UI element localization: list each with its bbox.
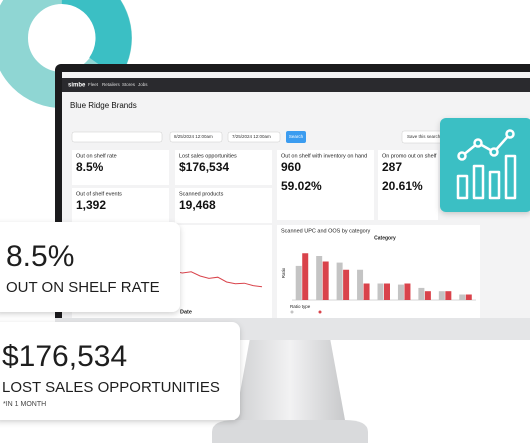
donut-segment <box>60 0 132 79</box>
metric-card <box>72 150 169 185</box>
bar <box>404 283 411 300</box>
bar <box>316 256 323 300</box>
callout-card <box>0 322 240 420</box>
bar <box>343 269 350 300</box>
date-input[interactable] <box>227 131 281 143</box>
bar <box>445 291 452 300</box>
x-axis-label: Category <box>374 235 396 241</box>
metric-label: Out of shelf events <box>76 191 122 197</box>
bar <box>377 283 384 300</box>
metric-card <box>175 150 272 185</box>
metric-card <box>277 150 374 220</box>
callout-label: OUT ON SHELF RATE <box>6 279 160 296</box>
date-value: 7/25/2024 12:00am <box>232 134 271 139</box>
metric-card <box>175 188 272 223</box>
metric-secondary: 20.61% <box>382 179 423 193</box>
bar <box>363 283 370 300</box>
callout-value: $176,534 <box>2 340 127 373</box>
metric-value: 8.5% <box>76 160 104 174</box>
metric-label: On promo out on shelf <box>382 153 437 159</box>
monitor-neck <box>235 338 345 420</box>
metric-value: 287 <box>382 160 402 174</box>
bar-panel <box>277 225 480 318</box>
nav-item[interactable]: Fleet <box>88 82 99 87</box>
bar <box>384 283 390 300</box>
metric-label: Out on shelf with inventory on hand <box>281 153 367 159</box>
legend-swatch <box>290 310 294 314</box>
nav-item[interactable]: Jobs <box>138 82 148 87</box>
bar <box>302 253 309 300</box>
legend-title: Ratio type <box>290 304 311 309</box>
metric-card <box>378 150 438 220</box>
metric-card <box>72 188 169 223</box>
logo: simbe <box>68 83 86 89</box>
callout-value: 8.5% <box>6 240 74 273</box>
nav-item[interactable]: Stores <box>122 82 136 87</box>
analytics-icon <box>440 118 530 212</box>
date-input[interactable] <box>169 131 223 143</box>
bar <box>322 261 329 300</box>
metric-label: Out on shelf rate <box>76 153 117 159</box>
x-axis-label: Date <box>180 309 192 315</box>
bar <box>424 291 431 300</box>
icon-glyph <box>456 129 517 200</box>
search-label: Search <box>289 134 304 139</box>
date-value: 8/25/2024 12:00am <box>174 134 213 139</box>
callout-label: LOST SALES OPPORTUNITIES <box>2 379 220 396</box>
bar <box>418 287 425 300</box>
filter-select[interactable] <box>71 131 163 143</box>
callout-card <box>0 222 180 312</box>
metric-label: Scanned products <box>179 191 224 197</box>
bar <box>357 269 364 300</box>
top-bar <box>62 78 530 92</box>
bar <box>336 262 343 300</box>
bar <box>438 291 445 300</box>
nav-item[interactable]: Retailers <box>102 82 121 87</box>
chart-title: Scanned UPC and OOS by category <box>281 228 371 234</box>
metric-value: 1,392 <box>76 198 106 212</box>
bar <box>465 294 472 300</box>
metric-value: 960 <box>281 160 301 174</box>
bar <box>295 265 302 300</box>
search-button[interactable] <box>286 131 306 143</box>
y-axis-label: Ratio <box>281 267 286 278</box>
bar <box>397 284 404 300</box>
page-title: Blue Ridge Brands <box>70 101 137 110</box>
save-label: Save this search <box>407 134 441 139</box>
callout-note: *IN 1 MONTH <box>3 401 46 408</box>
monitor-base <box>212 420 368 443</box>
metric-value: 19,468 <box>179 198 216 212</box>
metric-secondary: 59.02% <box>281 179 322 193</box>
metric-label: Lost sales opportunities <box>179 153 237 159</box>
legend-swatch <box>318 310 322 314</box>
bar <box>459 294 466 300</box>
metric-value: $176,534 <box>179 160 229 174</box>
